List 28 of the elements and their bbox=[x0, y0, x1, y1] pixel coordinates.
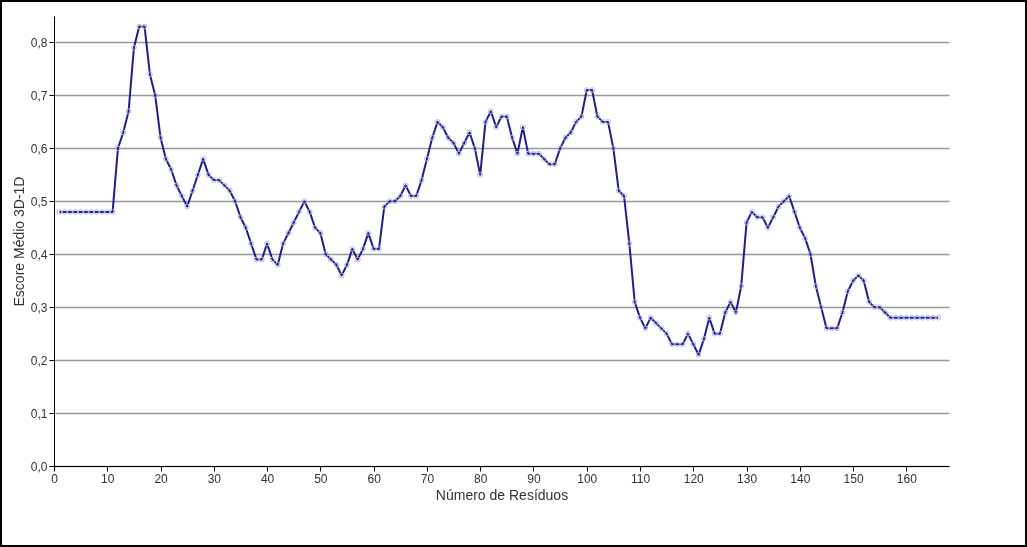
y-tick-label: 0,5 bbox=[30, 194, 48, 209]
x-tick-label: 50 bbox=[314, 471, 328, 486]
y-axis-title: Escore Médio 3D-1D bbox=[10, 176, 27, 307]
x-tick-label: 60 bbox=[367, 471, 382, 486]
x-tick-label: 130 bbox=[737, 471, 758, 486]
y-tick-label: 0,4 bbox=[30, 247, 48, 262]
x-tick-label: 160 bbox=[896, 471, 918, 486]
y-tick-label: 0,8 bbox=[30, 35, 48, 50]
y-tick-label: 0,7 bbox=[30, 88, 48, 103]
x-tick-label: 10 bbox=[101, 471, 115, 486]
x-tick-label: 20 bbox=[154, 471, 169, 486]
x-tick-label: 70 bbox=[420, 471, 435, 486]
x-tick-label: 120 bbox=[683, 471, 705, 486]
y-tick-label: 0,1 bbox=[30, 406, 48, 421]
y-tick-label: 0,2 bbox=[30, 353, 48, 368]
y-tick-label: 0,3 bbox=[30, 300, 48, 315]
x-tick-label: 140 bbox=[790, 471, 811, 486]
x-tick-label: 100 bbox=[577, 471, 598, 486]
x-tick-label: 80 bbox=[474, 471, 488, 486]
x-axis-title: Número de Resíduos bbox=[435, 486, 569, 503]
y-tick-label: 0,0 bbox=[30, 459, 48, 474]
x-tick-label: 30 bbox=[207, 471, 222, 486]
y-tick-label: 0,6 bbox=[30, 141, 48, 156]
x-tick-label: 150 bbox=[843, 471, 864, 486]
x-tick-label: 90 bbox=[527, 471, 541, 486]
x-tick-label: 110 bbox=[630, 471, 651, 486]
x-tick-label: 0 bbox=[51, 471, 59, 486]
x-tick-label: 40 bbox=[260, 471, 275, 486]
